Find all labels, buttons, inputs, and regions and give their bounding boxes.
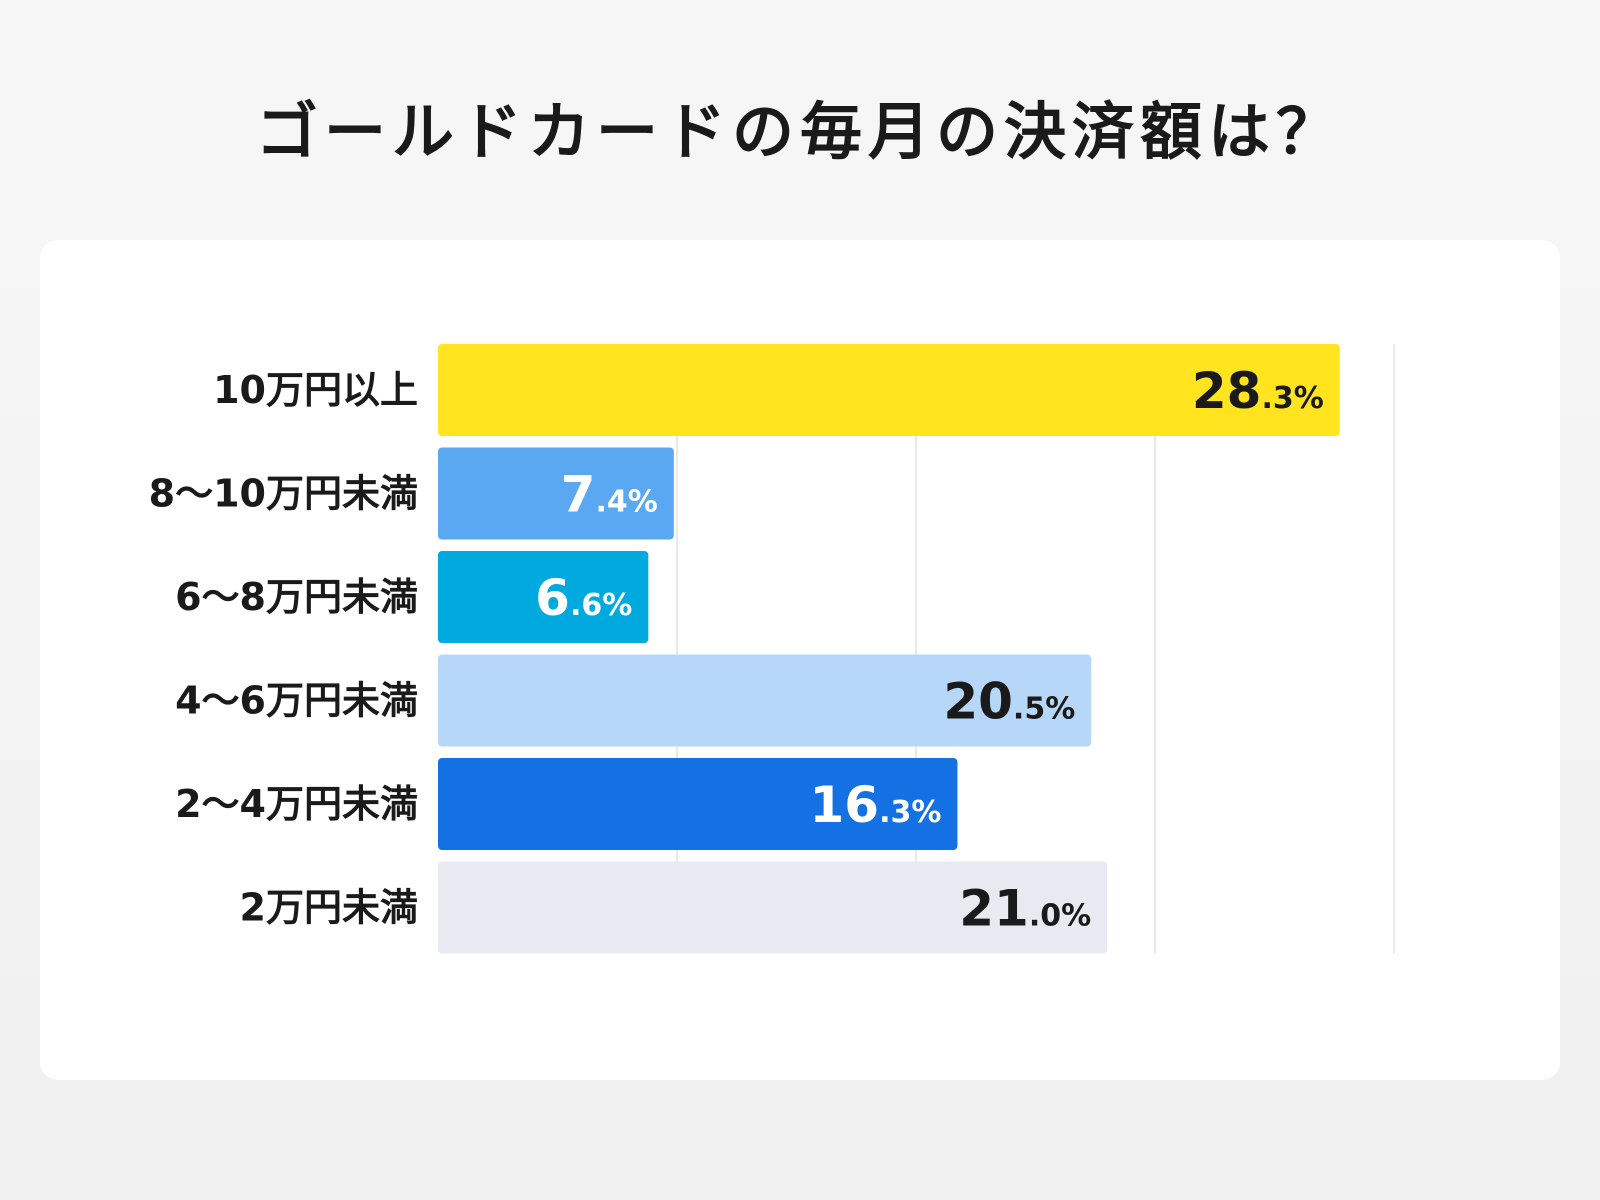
bar: [438, 758, 958, 850]
bar: [438, 654, 1092, 747]
grid-lines: [676, 344, 1395, 954]
category-labels: 10万円以上 8〜10万円未満 6〜8万円未満 4〜6万円未満 2〜4万円未満 2万円未満: [149, 368, 418, 930]
category-label: 6〜8万円未満: [175, 575, 418, 619]
bar-chart: 10万円以上 8〜10万円未満 6〜8万円未満 4〜6万円未満 2〜4万円未満 2万円未満…: [149, 344, 1395, 954]
value-labels: 28.3% 7.4% 6.6% 20.5%16.3% 21.0%: [535, 362, 1324, 938]
category-label: 8〜10万円未満: [149, 472, 418, 516]
bars: [438, 344, 1340, 954]
value-label: 28.3%: [1192, 362, 1324, 420]
category-label: 2万円未満: [240, 886, 418, 930]
value-label: 16.3%: [809, 776, 941, 834]
category-label: 2〜4万円未満: [175, 782, 418, 826]
bar: [438, 551, 649, 643]
chart-title: ゴールドカードの毎月の決済額は？: [255, 95, 1344, 168]
bar: [438, 447, 674, 540]
bar: [438, 861, 1108, 954]
category-label: 4〜6万円未満: [175, 679, 418, 723]
value-label: 20.5%: [943, 673, 1075, 731]
value-label: 7.4%: [561, 466, 658, 524]
category-label: 10万円以上: [213, 368, 418, 412]
bar: [438, 344, 1340, 436]
value-label: 6.6%: [535, 569, 632, 627]
chart-card: 10万円以上 8〜10万円未満 6〜8万円未満 4〜6万円未満 2〜4万円未満 2万円未満…: [40, 240, 1560, 1080]
value-label: 21.0%: [959, 880, 1091, 938]
